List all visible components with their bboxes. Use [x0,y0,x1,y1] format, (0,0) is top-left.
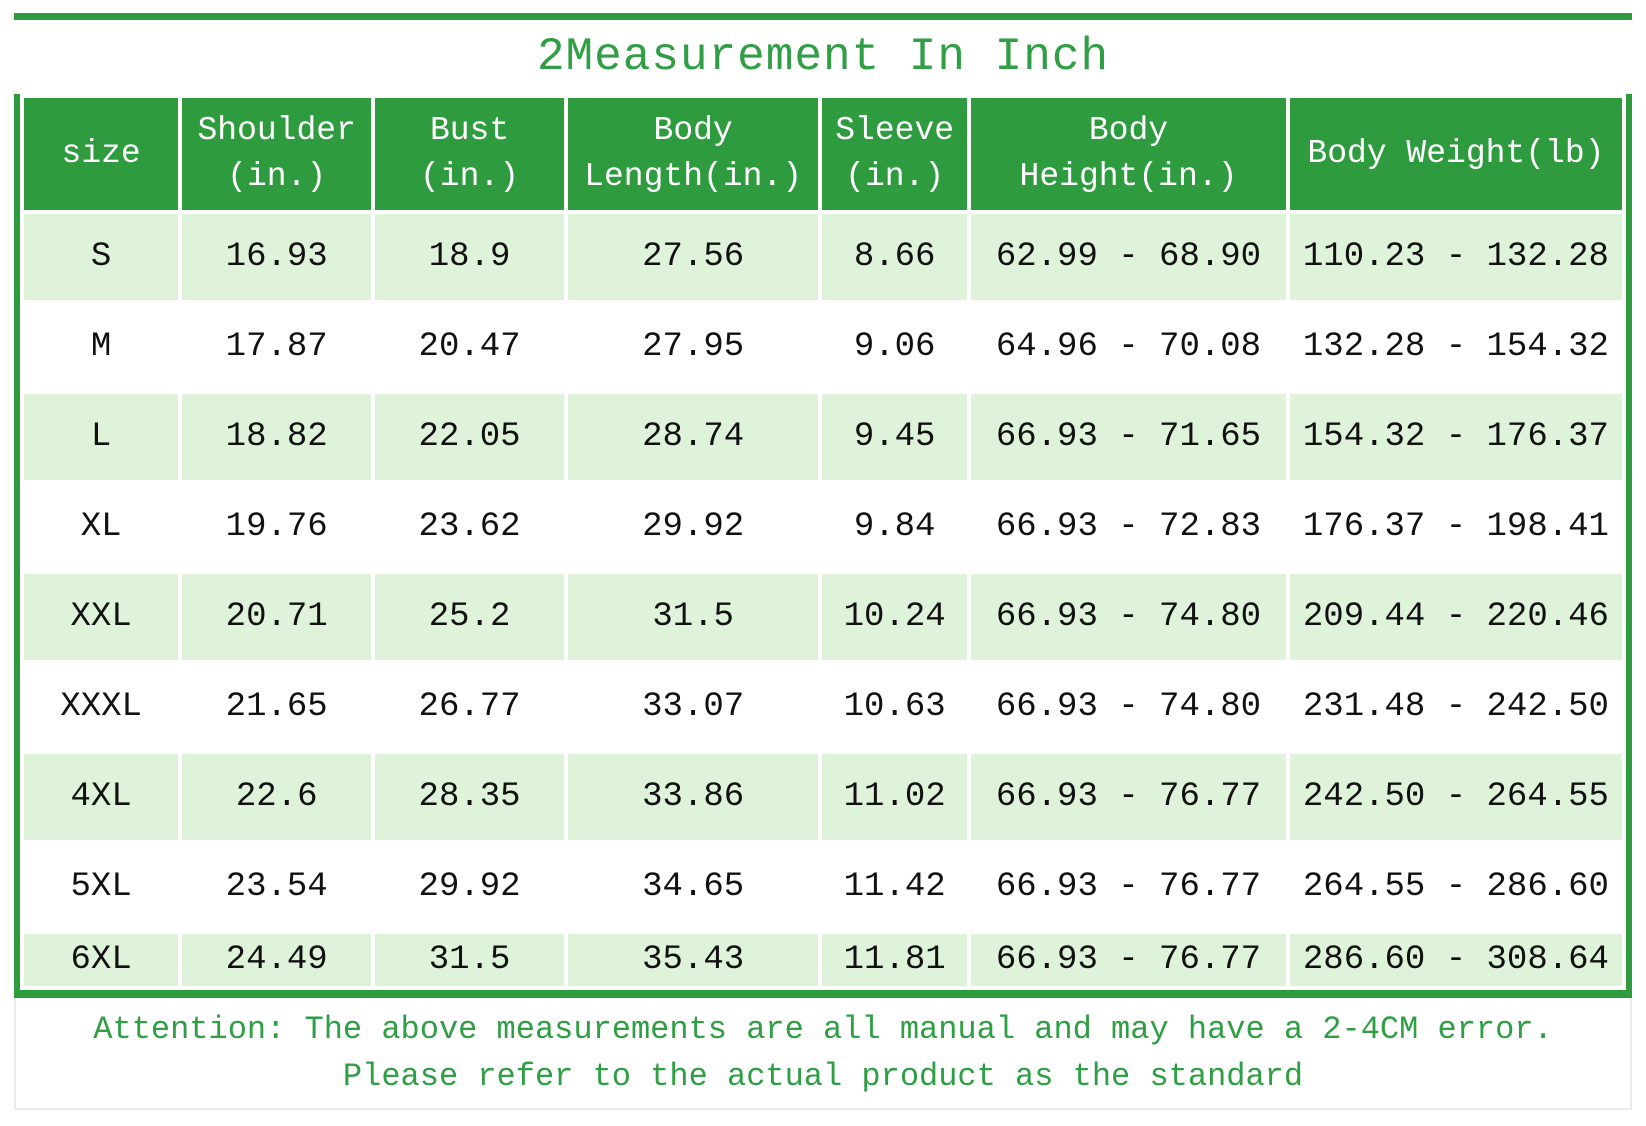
size-cell: S [24,214,179,300]
value-cell: 286.60 - 308.64 [1289,934,1622,986]
size-cell: M [24,304,179,390]
value-cell: 33.86 [568,754,819,840]
value-cell: 24.49 [182,934,372,986]
column-header: Body Length(in.) [568,98,819,210]
top-border-bar [14,13,1632,20]
value-cell: 62.99 - 68.90 [971,214,1286,300]
value-cell: 209.44 - 220.46 [1289,574,1622,660]
value-cell: 11.02 [822,754,968,840]
value-cell: 31.5 [375,934,564,986]
attention-line-1: Attention: The above measurements are al… [93,1011,1553,1048]
size-cell: 5XL [24,844,179,930]
value-cell: 19.76 [182,484,372,570]
attention-note: Attention: The above measurements are al… [14,998,1632,1110]
value-cell: 29.92 [568,484,819,570]
value-cell: 110.23 - 132.28 [1289,214,1622,300]
value-cell: 26.77 [375,664,564,750]
value-cell: 27.56 [568,214,819,300]
value-cell: 66.93 - 74.80 [971,664,1286,750]
value-cell: 21.65 [182,664,372,750]
table-body: S 16.93 18.9 27.56 8.66 62.99 - 68.90 110.23 -… [24,214,1622,986]
table-row: 5XL 23.54 29.92 34.65 11.42 66.93 - 76.77 264.… [24,844,1622,930]
column-header: Bust (in.) [375,98,564,210]
value-cell: 28.74 [568,394,819,480]
column-header: Sleeve (in.) [822,98,968,210]
attention-line-2: Please refer to the actual product as th… [342,1058,1304,1095]
size-cell: XXXL [24,664,179,750]
size-table-frame: size Shoulder (in.) Bust (in.) Body Length(in.… [14,94,1632,998]
value-cell: 29.92 [375,844,564,930]
size-cell: 6XL [24,934,179,986]
value-cell: 11.42 [822,844,968,930]
size-cell: L [24,394,179,480]
value-cell: 231.48 - 242.50 [1289,664,1622,750]
value-cell: 9.45 [822,394,968,480]
table-row: XL 19.76 23.62 29.92 9.84 66.93 - 72.83 176.37… [24,484,1622,570]
value-cell: 18.82 [182,394,372,480]
table-header-row: size Shoulder (in.) Bust (in.) Body Length(in.… [24,98,1622,210]
column-header: Body Weight(lb) [1289,98,1622,210]
table-row: S 16.93 18.9 27.56 8.66 62.99 - 68.90 110.23 -… [24,214,1622,300]
value-cell: 28.35 [375,754,564,840]
page-title: 2Measurement In Inch [14,20,1632,94]
table-row: M 17.87 20.47 27.95 9.06 64.96 - 70.08 132.28 … [24,304,1622,390]
value-cell: 66.93 - 74.80 [971,574,1286,660]
value-cell: 64.96 - 70.08 [971,304,1286,390]
value-cell: 66.93 - 72.83 [971,484,1286,570]
value-cell: 20.47 [375,304,564,390]
size-cell: XXL [24,574,179,660]
value-cell: 9.84 [822,484,968,570]
value-cell: 35.43 [568,934,819,986]
size-cell: XL [24,484,179,570]
value-cell: 16.93 [182,214,372,300]
value-cell: 11.81 [822,934,968,986]
value-cell: 8.66 [822,214,968,300]
value-cell: 154.32 - 176.37 [1289,394,1622,480]
table-row: L 18.82 22.05 28.74 9.45 66.93 - 71.65 154.32 … [24,394,1622,480]
value-cell: 66.93 - 76.77 [971,844,1286,930]
value-cell: 23.62 [375,484,564,570]
value-cell: 22.05 [375,394,564,480]
table-row: XXL 20.71 25.2 31.5 10.24 66.93 - 74.80 209.44… [24,574,1622,660]
value-cell: 33.07 [568,664,819,750]
value-cell: 23.54 [182,844,372,930]
table-row: 6XL 24.49 31.5 35.43 11.81 66.93 - 76.77 286.6… [24,934,1622,986]
value-cell: 34.65 [568,844,819,930]
value-cell: 132.28 - 154.32 [1289,304,1622,390]
value-cell: 264.55 - 286.60 [1289,844,1622,930]
value-cell: 25.2 [375,574,564,660]
column-header: size [24,98,179,210]
table-row: 4XL 22.6 28.35 33.86 11.02 66.93 - 76.77 242.5… [24,754,1622,840]
value-cell: 22.6 [182,754,372,840]
value-cell: 27.95 [568,304,819,390]
value-cell: 18.9 [375,214,564,300]
column-header: Body Height(in.) [971,98,1286,210]
value-cell: 66.93 - 76.77 [971,754,1286,840]
table-row: XXXL 21.65 26.77 33.07 10.63 66.93 - 74.80 231… [24,664,1622,750]
size-cell: 4XL [24,754,179,840]
value-cell: 176.37 - 198.41 [1289,484,1622,570]
value-cell: 10.63 [822,664,968,750]
value-cell: 31.5 [568,574,819,660]
value-cell: 20.71 [182,574,372,660]
value-cell: 66.93 - 71.65 [971,394,1286,480]
size-table: size Shoulder (in.) Bust (in.) Body Length(in.… [20,94,1626,990]
value-cell: 10.24 [822,574,968,660]
column-header: Shoulder (in.) [182,98,372,210]
value-cell: 17.87 [182,304,372,390]
value-cell: 66.93 - 76.77 [971,934,1286,986]
value-cell: 242.50 - 264.55 [1289,754,1622,840]
value-cell: 9.06 [822,304,968,390]
